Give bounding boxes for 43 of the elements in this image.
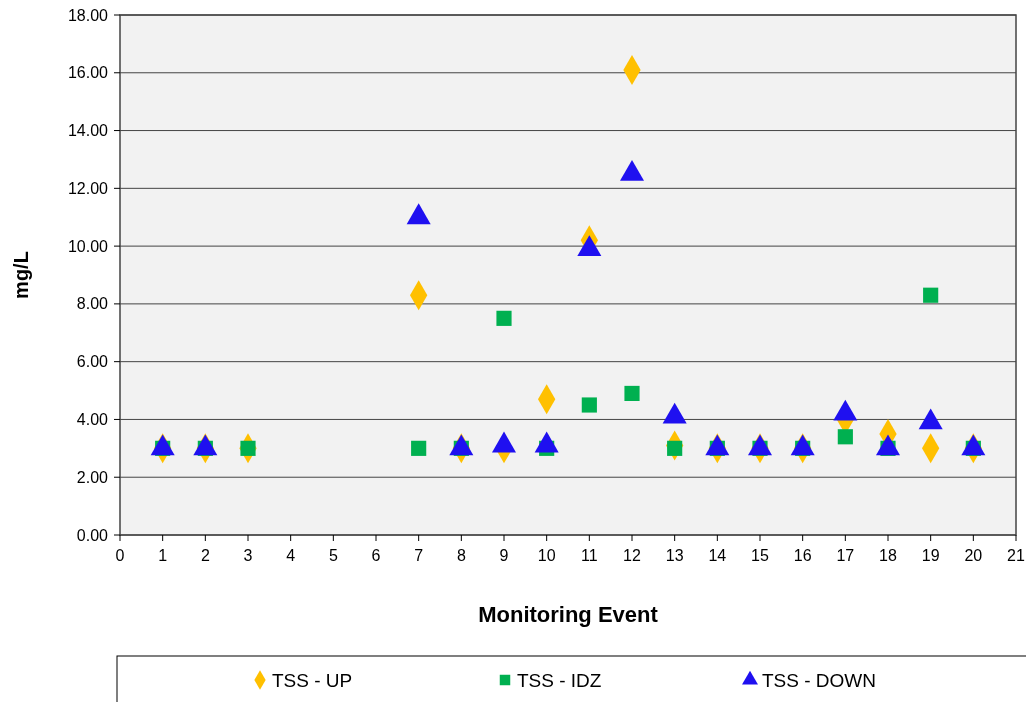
y-tick-label: 8.00 <box>76 295 109 313</box>
x-tick-label: 21 <box>1007 547 1025 564</box>
x-tick-label: 14 <box>708 547 727 564</box>
x-axis-title: Monitoring Event <box>478 602 659 627</box>
y-tick-label: 0.00 <box>76 526 109 544</box>
x-tick-label: 13 <box>665 547 684 564</box>
point <box>923 287 939 303</box>
point <box>837 429 853 445</box>
point <box>581 397 597 413</box>
x-tick-label: 19 <box>921 547 940 564</box>
legend-label: TSS - IDZ <box>517 669 602 691</box>
x-tick-label: 20 <box>964 547 983 564</box>
legend-label: TSS - DOWN <box>762 669 876 691</box>
y-tick-label: 6.00 <box>76 353 109 371</box>
y-tick-label: 12.00 <box>67 179 109 197</box>
x-tick-label: 11 <box>581 547 598 564</box>
y-tick-label: 14.00 <box>67 122 109 140</box>
x-tick-label: 7 <box>414 547 424 564</box>
x-tick-label: 3 <box>243 547 253 564</box>
x-tick-label: 8 <box>456 547 466 564</box>
x-tick-label: 4 <box>286 547 296 564</box>
y-tick-label: 4.00 <box>76 411 109 429</box>
y-axis-title: mg/L <box>10 251 32 299</box>
y-tick-label: 2.00 <box>76 468 109 486</box>
x-tick-label: 15 <box>751 547 769 564</box>
x-tick-label: 1 <box>158 547 168 564</box>
x-tick-label: 2 <box>200 547 210 564</box>
x-tick-label: 18 <box>879 547 897 564</box>
y-tick-label: 10.00 <box>67 237 109 255</box>
x-tick-label: 17 <box>836 547 855 564</box>
y-tick-label: 16.00 <box>67 64 109 82</box>
x-tick-label: 5 <box>328 547 338 564</box>
x-tick-label: 6 <box>371 547 381 564</box>
x-tick-label: 0 <box>115 547 125 564</box>
x-tick-label: 12 <box>623 547 641 564</box>
x-tick-label: 9 <box>499 547 509 564</box>
point <box>624 385 640 402</box>
point <box>411 440 427 456</box>
y-tick-label: 18.00 <box>67 6 109 24</box>
x-tick-label: 16 <box>793 547 812 564</box>
point <box>496 310 512 326</box>
x-tick-label: 10 <box>537 547 556 564</box>
legend-label: TSS - UP <box>272 669 353 691</box>
